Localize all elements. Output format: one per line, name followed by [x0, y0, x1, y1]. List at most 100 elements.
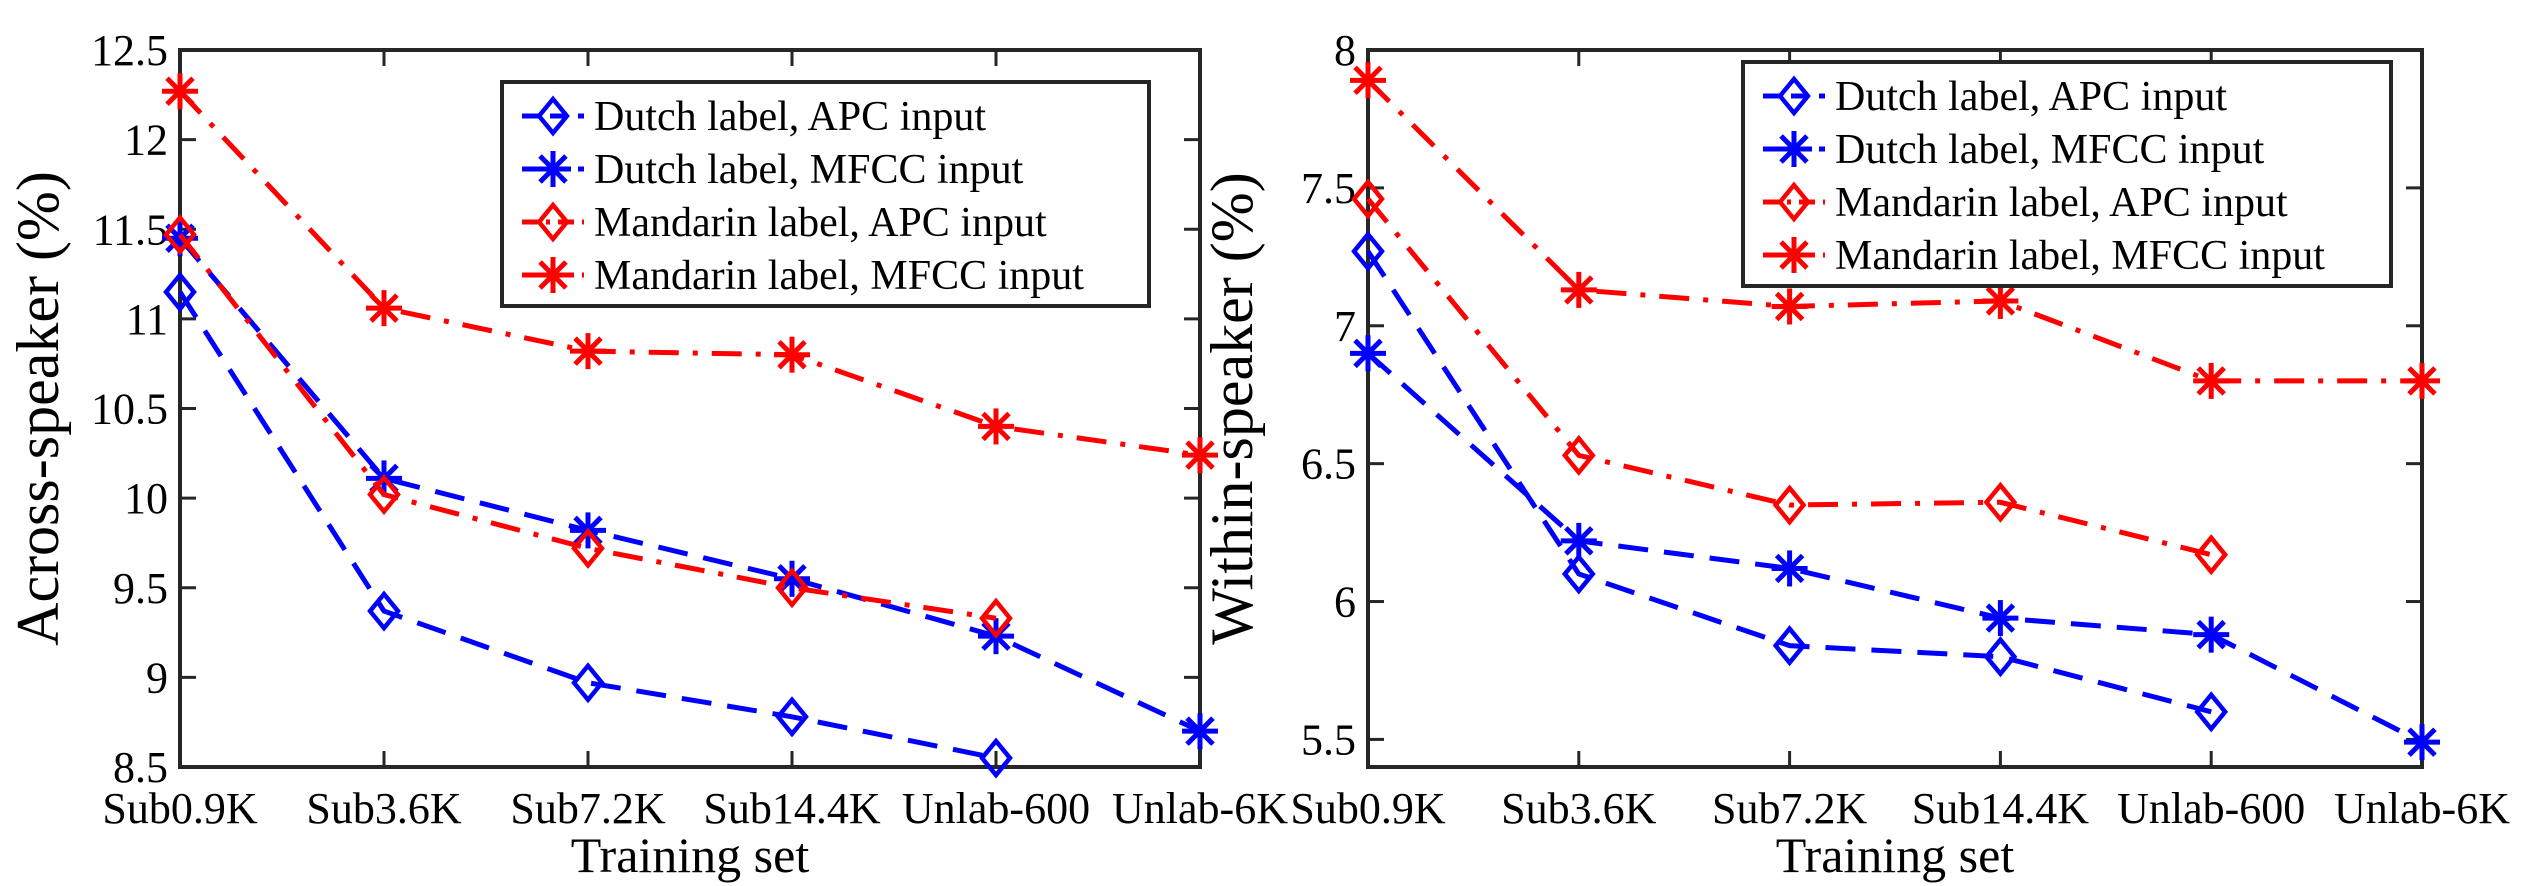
legend-box — [500, 80, 1151, 308]
data-point-diamond-marker — [367, 590, 401, 632]
plot-area-frame — [1366, 48, 2424, 769]
series-3 — [163, 214, 1013, 639]
legend-label: Mandarin label, APC input — [1835, 180, 2288, 226]
data-point-diamond-marker — [979, 597, 1013, 639]
series-line — [177, 290, 997, 761]
legend-item-2: Dutch label, MFCC input — [1763, 127, 2265, 173]
series-line — [1365, 249, 2212, 715]
legend: Dutch label, APC input Dutch label, MFCC … — [500, 80, 1151, 308]
x-tick-label: Sub14.4K — [703, 784, 880, 833]
x-tick-label: Sub7.2K — [1712, 784, 1867, 833]
data-point-diamond-marker — [1561, 553, 1596, 595]
data-point-asterisk-marker — [366, 290, 402, 327]
legend-asterisk-marker — [1776, 237, 1812, 273]
series-1 — [1351, 230, 2229, 733]
data-point-asterisk-marker — [2404, 362, 2440, 399]
legend-asterisk-marker — [1776, 131, 1812, 167]
series-line — [178, 236, 1202, 734]
legend-label: Dutch label, APC input — [594, 94, 986, 140]
data-point-diamond-marker — [775, 696, 809, 738]
data-point-diamond-marker — [1772, 625, 1807, 667]
legend-item-3: Mandarin label, APC input — [522, 200, 1047, 246]
data-point-asterisk-marker — [1182, 437, 1218, 474]
legend-asterisk-marker — [535, 257, 571, 293]
legend-label: Dutch label, MFCC input — [1835, 127, 2265, 173]
y-tick-label: 7.5 — [1301, 164, 1356, 213]
y-tick-label: 12.5 — [91, 26, 168, 75]
data-point-asterisk-marker — [1560, 522, 1597, 559]
data-point-asterisk-marker — [1982, 600, 2019, 637]
legend-diamond-marker — [1777, 75, 1811, 117]
y-tick-label: 9 — [146, 653, 168, 702]
data-point-diamond-marker — [2194, 691, 2229, 733]
y-tick-label: 8.5 — [113, 743, 168, 792]
data-point-diamond-marker — [1561, 434, 1596, 476]
y-tick-label: 12 — [124, 116, 168, 165]
data-point-diamond-marker — [163, 271, 197, 313]
data-point-asterisk-marker — [1771, 288, 1808, 325]
data-point-diamond-marker — [979, 737, 1013, 779]
legend-item-4: Mandarin label, MFCC input — [522, 253, 1084, 299]
series-line — [178, 89, 1201, 458]
x-tick-label: Unlab-600 — [902, 784, 1090, 833]
x-tick-label: Sub3.6K — [1501, 784, 1656, 833]
series-line — [1366, 351, 2424, 745]
data-point-diamond-marker — [1983, 636, 2018, 678]
data-point-asterisk-marker — [774, 336, 810, 373]
data-point-diamond-marker — [571, 527, 605, 569]
data-point-asterisk-marker — [2193, 362, 2230, 399]
data-point-diamond-marker — [571, 662, 605, 704]
y-tick-label: 11 — [126, 295, 168, 344]
data-point-asterisk-marker — [1982, 282, 2019, 319]
data-point-diamond-marker — [2194, 534, 2229, 576]
data-point-asterisk-marker — [162, 73, 198, 110]
x-tick-label: Sub14.4K — [1912, 784, 2089, 833]
x-tick-label: Unlab-6K — [1112, 784, 1288, 833]
x-axis-label: Training set — [571, 827, 810, 883]
legend-diamond-marker — [1777, 181, 1811, 223]
legend-diamond-marker — [536, 201, 570, 243]
legend-label: Mandarin label, APC input — [594, 200, 1047, 246]
data-point-diamond-marker — [1351, 230, 1385, 272]
y-axis-label: Within-speaker (%) — [1199, 172, 1265, 644]
chart-panel-2: 5.5 6 6.5 7 7.5 8 Sub0.9K Sub3.6K Sub7.2K Sub14.4… — [1199, 26, 2510, 883]
y-axis-label: Across-speaker (%) — [5, 171, 71, 646]
legend-label: Mandarin label, MFCC input — [1835, 233, 2325, 279]
data-point-diamond-marker — [1772, 484, 1807, 526]
data-point-diamond-marker — [775, 567, 809, 609]
legend-label: Dutch label, MFCC input — [594, 147, 1024, 193]
y-tick-label: 11.5 — [93, 205, 168, 254]
data-point-asterisk-marker — [1771, 550, 1808, 587]
series-3 — [1351, 178, 2229, 576]
legend-label: Dutch label, APC input — [1835, 74, 2227, 120]
data-point-diamond-marker — [367, 473, 401, 516]
data-point-asterisk-marker — [1182, 713, 1218, 750]
legend-item-4: Mandarin label, MFCC input — [1763, 233, 2325, 279]
data-point-diamond-marker — [1983, 481, 2018, 523]
series-line — [1366, 78, 2422, 384]
x-tick-label: Sub7.2K — [510, 784, 665, 833]
y-tick-label: 5.5 — [1301, 715, 1356, 764]
data-point-asterisk-marker — [1350, 335, 1386, 372]
y-tick-label: 6.5 — [1301, 440, 1356, 489]
data-point-asterisk-marker — [1560, 271, 1597, 308]
series-2 — [1350, 335, 2440, 761]
y-tick-label: 9.5 — [113, 564, 168, 613]
legend-item-1: Dutch label, APC input — [522, 94, 986, 140]
y-tick-label: 7 — [1334, 302, 1356, 351]
x-tick-label: Sub3.6K — [306, 784, 461, 833]
series-4 — [162, 73, 1218, 474]
chart-panel-1: 8.5 9 9.5 10 10.5 11 11.5 12 12.5 Sub0.9K Sub3.6K S… — [5, 26, 1288, 883]
legend-item-1: Dutch label, APC input — [1763, 74, 2227, 120]
series-1 — [163, 271, 1013, 779]
legend: Dutch label, APC input Dutch label, MFCC … — [1741, 60, 2393, 288]
legend-asterisk-marker — [535, 151, 571, 187]
x-axis-label: Training set — [1776, 827, 2015, 883]
data-point-asterisk-marker — [978, 408, 1014, 445]
data-point-asterisk-marker — [2193, 616, 2230, 653]
series-line — [1366, 197, 2212, 558]
x-tick-label: Sub0.9K — [1290, 784, 1445, 833]
legend-label: Mandarin label, MFCC input — [594, 253, 1084, 299]
data-point-asterisk-marker — [1350, 62, 1386, 99]
data-point-asterisk-marker — [2404, 724, 2440, 761]
